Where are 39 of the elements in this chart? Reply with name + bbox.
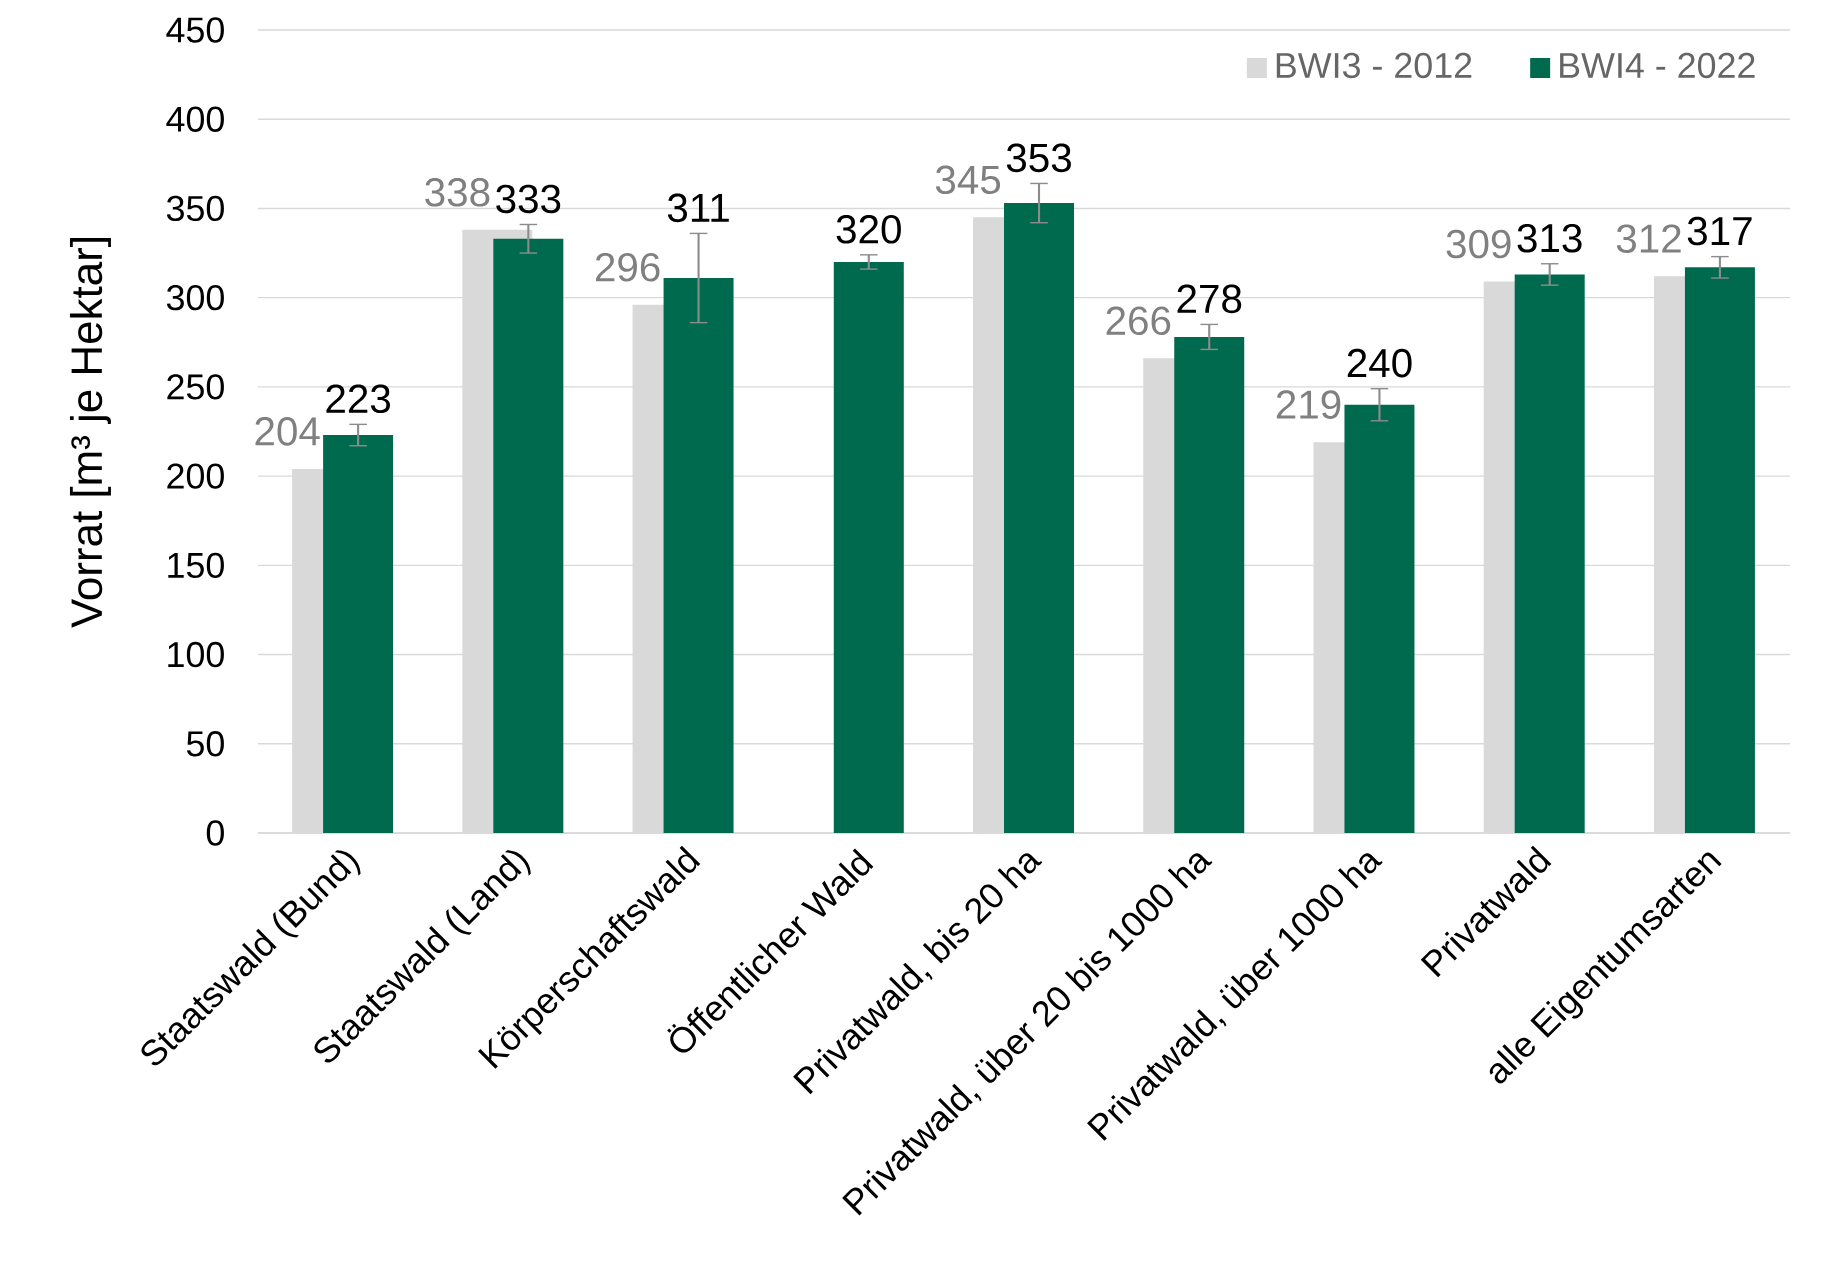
data-label: 312 [1616,224,1681,253]
y-axis-title: Vorrat [m³ je Hektar] [69,238,111,628]
data-label: 317 [1687,216,1752,246]
bar [1174,336,1245,833]
y-tick-label: 100 [168,641,224,668]
data-label: 278 [1177,284,1242,314]
data-label: 338 [425,177,490,207]
data-label: 345 [935,165,1001,195]
y-tick-label: 400 [166,106,224,132]
data-label: 309 [1446,229,1511,259]
y-tick-label: 50 [186,731,224,757]
y-tick-label: 150 [168,552,224,578]
data-label: 204 [255,417,320,446]
data-label: 296 [595,252,660,282]
legend-label: BWI4 - 2022 [1560,52,1755,79]
y-tick-label: 0 [206,820,224,846]
bar [493,238,564,833]
data-label: 313 [1517,223,1582,253]
data-label: 320 [836,214,901,244]
y-tick-label: 350 [166,195,224,222]
y-tick-label: 200 [167,463,224,489]
bar [833,261,904,833]
bar [1514,274,1585,833]
bar [1684,267,1755,833]
data-label: 333 [496,184,561,214]
bar [323,435,394,833]
y-tick-label: 300 [166,284,224,311]
data-label: 353 [1006,143,1071,173]
bar [663,278,734,833]
legend-label: BWI3 - 2012 [1276,52,1472,79]
data-label: 240 [1347,348,1412,378]
y-tick-label: 250 [167,374,224,400]
data-label: 219 [1276,390,1341,419]
y-tick-label: 450 [166,17,224,43]
data-label: 311 [667,193,729,223]
bar [1344,404,1415,833]
data-label: 266 [1106,306,1171,336]
data-label: 223 [326,384,391,414]
bar [1004,203,1075,833]
